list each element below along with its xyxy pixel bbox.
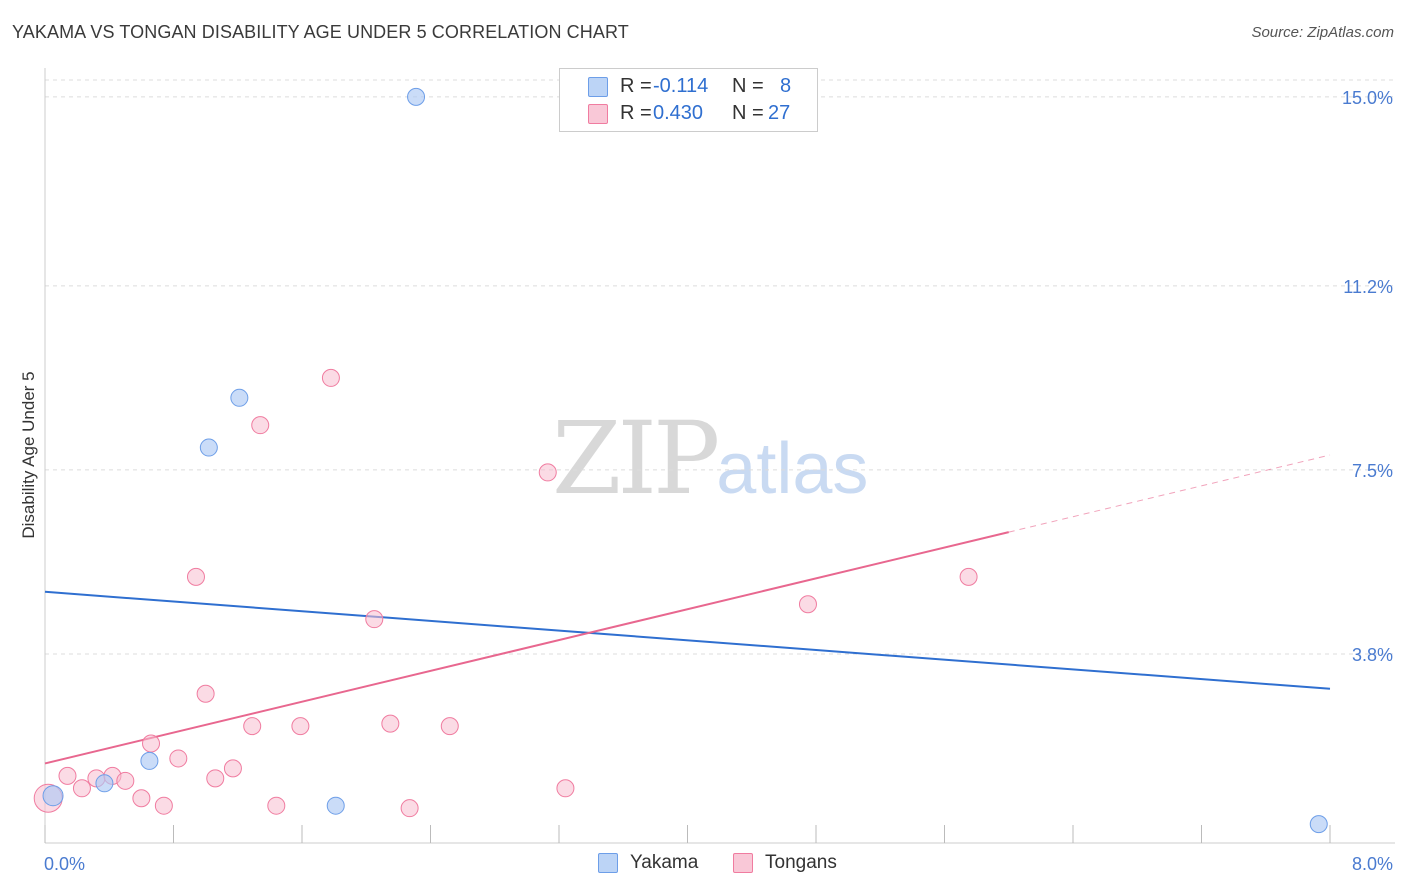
- tongans-point: [196, 684, 215, 703]
- legend-n-value: 27: [768, 102, 791, 124]
- yakama-point: [230, 388, 249, 407]
- watermark-atlas: atlas: [716, 429, 869, 509]
- legend-r-value: -0.114: [653, 75, 709, 97]
- x-tick-label: 8.0%: [1352, 854, 1393, 874]
- y-tick-label: 7.5%: [1352, 461, 1393, 481]
- legend-n-value: 8: [780, 75, 792, 97]
- yakama-point: [42, 785, 64, 807]
- tongans-point: [223, 759, 242, 778]
- tongans-point: [251, 416, 270, 435]
- tongans-legend-label: Tongans: [765, 852, 837, 873]
- watermark-zip: ZIP: [552, 400, 720, 517]
- y-tick-labels: 3.8% 7.5% 11.2% 15.0%: [1342, 88, 1393, 665]
- yakama-point: [140, 751, 159, 770]
- tongans-point: [154, 796, 173, 815]
- axes: [44, 68, 1395, 844]
- yakama-point: [407, 87, 426, 106]
- gridlines: [45, 79, 1395, 655]
- yakama-trend-line: [44, 590, 1331, 690]
- tongans-point: [116, 771, 135, 790]
- yakama-legend-swatch: [598, 853, 618, 873]
- yakama-point: [326, 796, 345, 815]
- tongans-point: [440, 717, 459, 736]
- tongans-point: [142, 734, 161, 753]
- tongans-point: [381, 714, 400, 733]
- tongans-point: [186, 567, 205, 586]
- legend-n-label: N =: [732, 75, 764, 97]
- tongans-point: [243, 717, 262, 736]
- x-tick-label: 0.0%: [44, 854, 85, 874]
- tongans-point: [58, 766, 77, 785]
- y-axis-title: Disability Age Under 5: [19, 371, 38, 538]
- correlation-legend: R = -0.114 N = 8 R = 0.430 N = 27: [559, 68, 818, 132]
- tongans-point: [959, 567, 978, 586]
- legend-r-value: 0.430: [653, 102, 704, 124]
- tongans-point: [206, 769, 225, 788]
- tongans-point: [538, 463, 557, 482]
- tongans-point: [400, 799, 419, 818]
- tongans-point: [798, 595, 817, 614]
- legend-r-label: R =: [620, 75, 652, 97]
- yakama-swatch: [588, 77, 608, 97]
- tongans-point: [365, 610, 384, 629]
- yakama-legend-label: Yakama: [630, 852, 699, 873]
- legend-r-label: R =: [620, 102, 652, 124]
- data-points: [33, 87, 1328, 834]
- watermark: ZIPatlas: [552, 400, 868, 517]
- tongans-point: [291, 717, 310, 736]
- tongans-trend-line: [44, 531, 1009, 765]
- legend-n-label: N =: [732, 102, 764, 124]
- tongans-point: [169, 749, 188, 768]
- y-tick-label: 15.0%: [1342, 88, 1393, 108]
- yakama-point: [199, 438, 218, 457]
- chart-title: YAKAMA VS TONGAN DISABILITY AGE UNDER 5 …: [12, 22, 629, 42]
- tongans-point: [72, 779, 91, 798]
- tongans-point: [556, 779, 575, 798]
- tongans-legend-swatch: [733, 853, 753, 873]
- y-tick-label: 11.2%: [1343, 277, 1393, 297]
- x-tick-labels: 0.0% 8.0%: [44, 854, 1393, 874]
- tongans-point: [321, 368, 340, 387]
- yakama-point: [95, 774, 114, 793]
- yakama-point: [1309, 815, 1328, 834]
- tongans-swatch: [588, 104, 608, 124]
- trend-lines: [44, 454, 1331, 765]
- y-tick-label: 3.8%: [1352, 645, 1393, 665]
- tongans-point: [267, 796, 286, 815]
- source-label: Source: ZipAtlas.com: [1251, 24, 1394, 41]
- tongans-trend-extension: [1008, 454, 1331, 533]
- tongans-point: [132, 789, 151, 808]
